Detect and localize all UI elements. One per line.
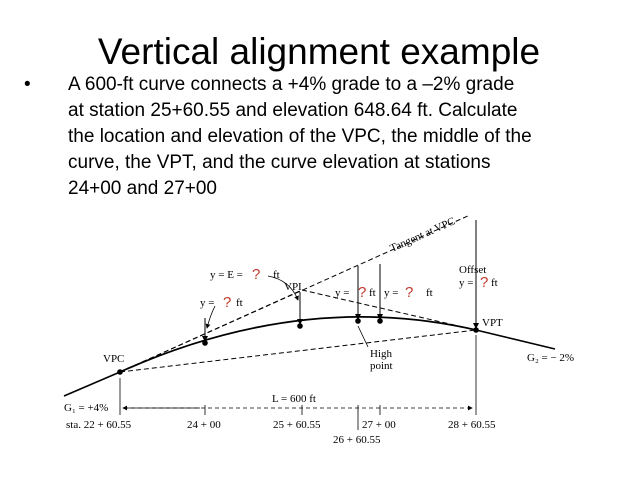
- vpi-label: VPI: [284, 281, 302, 293]
- mid-point: [297, 323, 303, 329]
- y-label: y =: [335, 287, 349, 299]
- sta-27-point: [377, 318, 383, 324]
- high-point-label: point: [370, 360, 393, 372]
- station-label: 25 + 60.55: [273, 419, 321, 431]
- station-label: 24 + 00: [187, 419, 221, 431]
- leader-high: [357, 325, 369, 348]
- station-label: 27 + 00: [362, 419, 396, 431]
- question-mark: ?: [358, 284, 366, 301]
- g2-label: G₂ = − 2%: [527, 352, 574, 364]
- y-e-label: y = E =: [210, 269, 243, 281]
- leader-e: [267, 275, 299, 301]
- ft-unit: ft: [273, 269, 280, 281]
- question-mark: ?: [252, 266, 260, 283]
- bullet-symbol: •: [24, 74, 31, 95]
- vpt-point: [473, 327, 479, 333]
- sta-24-point: [202, 340, 208, 346]
- high-point-label: High: [370, 348, 393, 360]
- high-point-dot: [355, 318, 361, 324]
- bullet-line: at station 25+60.55 and elevation 648.64…: [68, 100, 518, 121]
- g1-grade-line: [63, 371, 121, 397]
- ft-unit: ft: [491, 277, 498, 289]
- station-label: sta. 22 + 60.55: [66, 419, 132, 431]
- bullet-line: the location and elevation of the VPC, t…: [68, 126, 532, 147]
- slide-title: Vertical alignment example: [97, 31, 541, 72]
- vpc-point: [117, 369, 123, 375]
- ft-unit: ft: [426, 287, 433, 299]
- y-label: y =: [200, 297, 214, 309]
- vpt-label: VPT: [482, 317, 503, 329]
- chord-line: [119, 329, 477, 373]
- length-label: L = 600 ft: [272, 393, 316, 405]
- vpc-label: VPC: [103, 353, 124, 365]
- g2-grade-line: [475, 329, 556, 350]
- y-label: y =: [384, 287, 398, 299]
- bullet-line: curve, the VPT, and the curve elevation …: [68, 152, 491, 173]
- ft-unit: ft: [236, 297, 243, 309]
- bullet-line: A 600-ft curve connects a +4% grade to a…: [68, 74, 515, 95]
- y-label: y =: [459, 277, 473, 289]
- bullet-line: 24+00 and 27+00: [68, 178, 217, 199]
- leader-y24: [205, 305, 216, 329]
- tangent-at-vpc-label: Tangent at VPC: [388, 215, 457, 254]
- station-label: 28 + 60.55: [448, 419, 496, 431]
- bullet-text: A 600-ft curve connects a +4% grade to a…: [68, 72, 628, 202]
- station-label: 26 + 60.55: [333, 434, 381, 446]
- offset-label: Offset: [459, 264, 486, 276]
- ft-unit: ft: [369, 287, 376, 299]
- question-mark: ?: [480, 274, 488, 291]
- g1-label: G₁ = +4%: [64, 402, 108, 414]
- question-mark: ?: [405, 284, 413, 301]
- question-mark: ?: [223, 294, 231, 311]
